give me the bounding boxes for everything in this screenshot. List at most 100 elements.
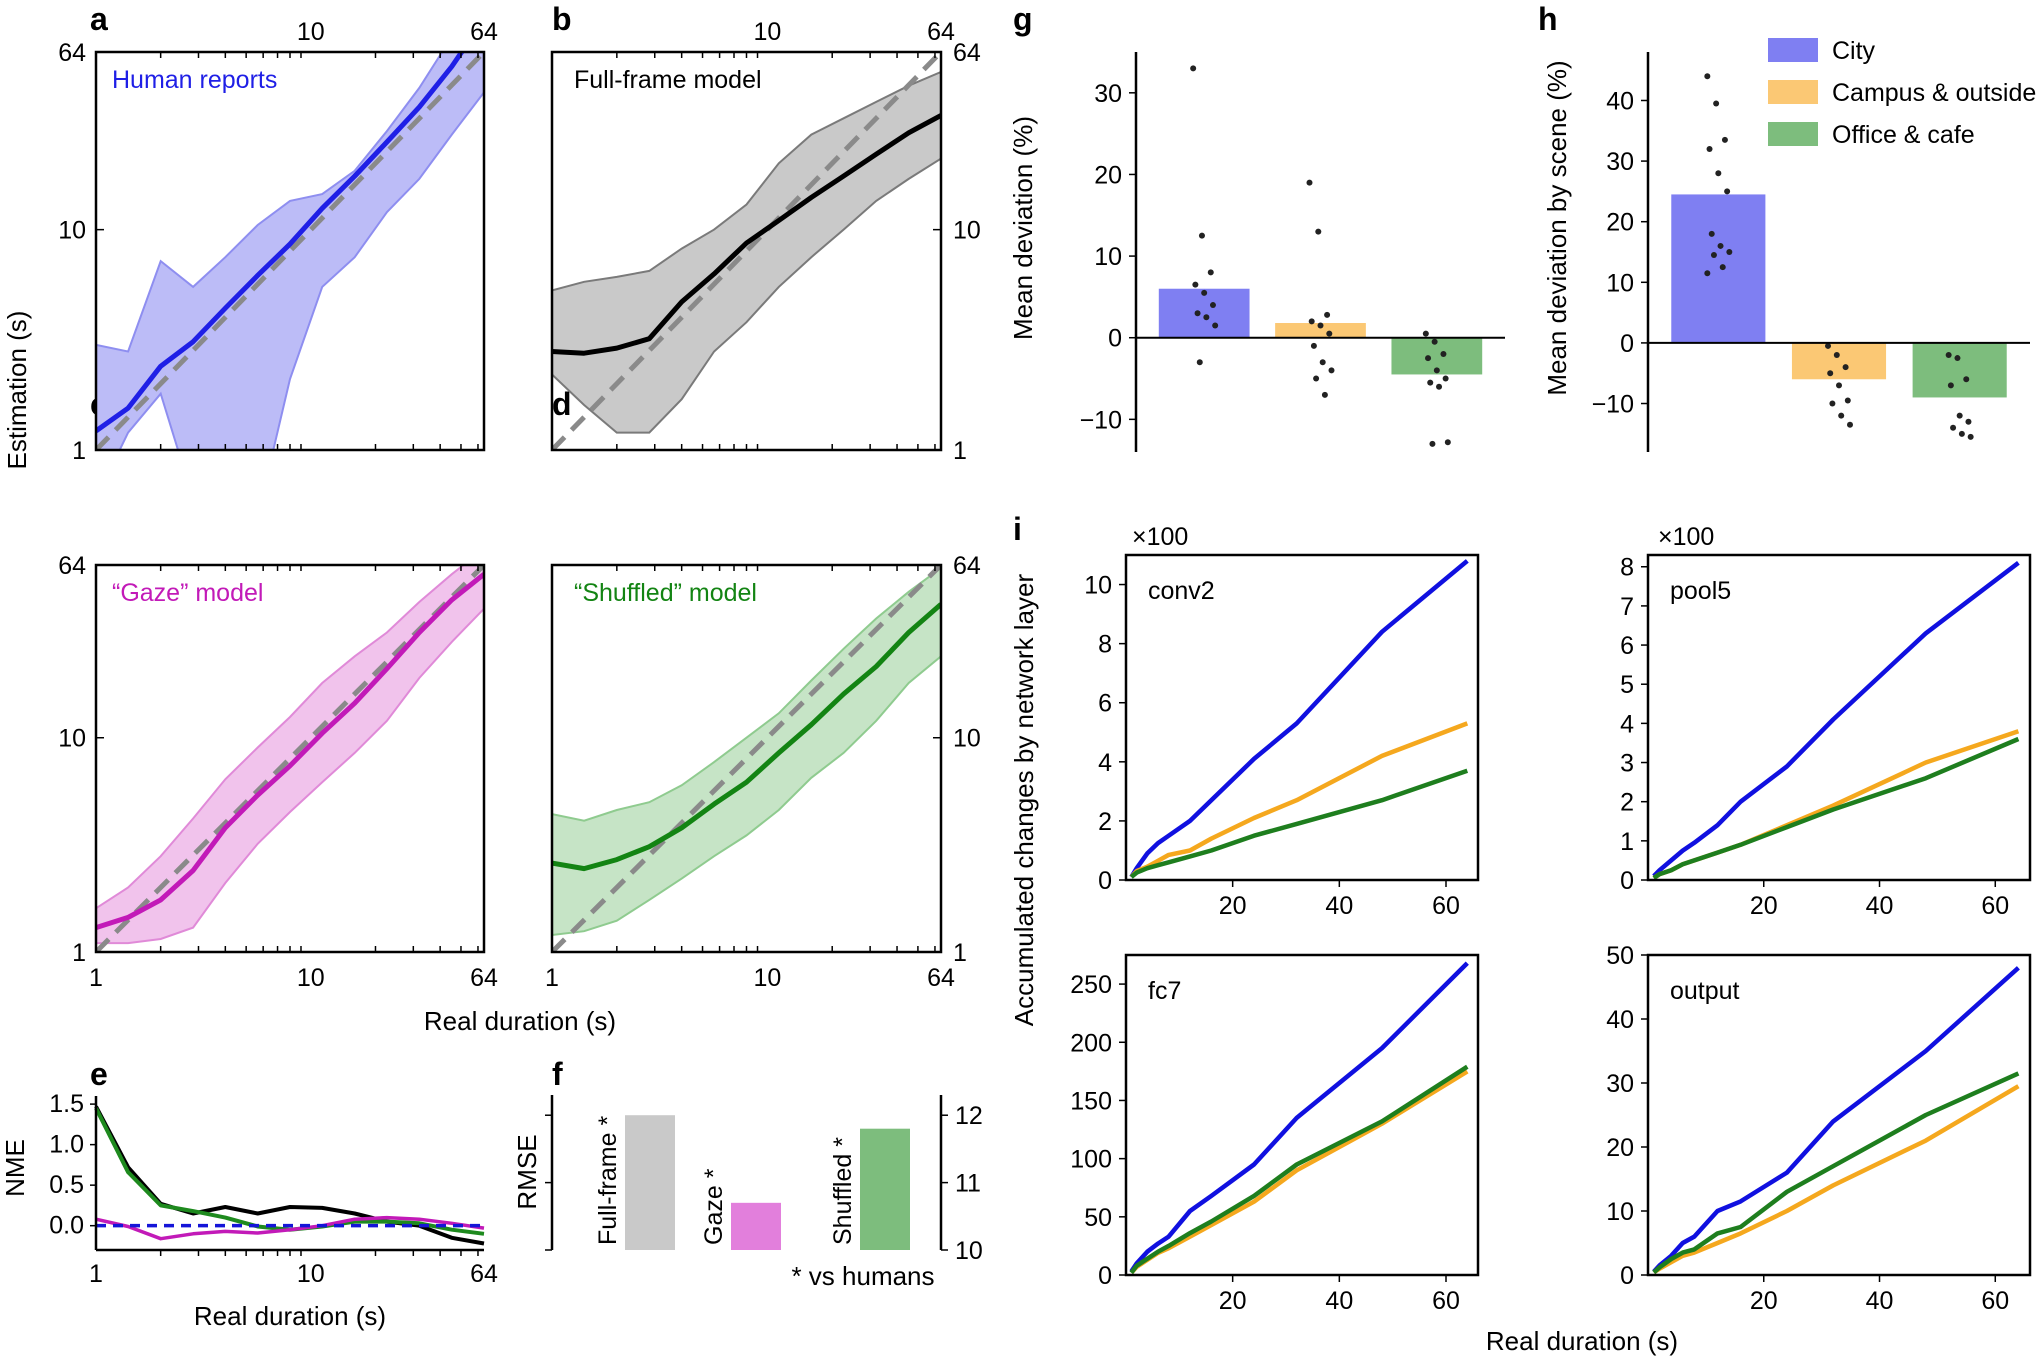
panel-i3-ytick-1: 50 bbox=[1084, 1204, 1112, 1232]
panel-f-bar-label-2: Shuffled * bbox=[829, 1137, 857, 1245]
real-duration-label-cd: Real duration (s) bbox=[424, 1006, 616, 1036]
legend-campus-swatch bbox=[1768, 80, 1818, 104]
panel-c-left-tick-2: 1 bbox=[72, 939, 86, 967]
panel-a-top-tick-1: 64 bbox=[470, 18, 498, 46]
panel-d-identity-line bbox=[552, 565, 941, 952]
panel-i4-title: output bbox=[1670, 977, 1740, 1005]
panel-e-letter: e bbox=[90, 1056, 108, 1092]
panel-g-point-1-9 bbox=[1313, 375, 1320, 382]
panel-i4-ytick-2: 20 bbox=[1606, 1134, 1634, 1162]
panel-h-ytick-1: 30 bbox=[1606, 148, 1634, 176]
panel-h-point-2-8 bbox=[1967, 433, 1974, 440]
panel-c-mean-line bbox=[96, 572, 484, 930]
panel-d: “Shuffled” model 64 10 1 1 10 64 bbox=[545, 552, 981, 992]
panel-i4-ytick-3: 30 bbox=[1606, 1070, 1634, 1098]
panel-g-point-0-8 bbox=[1212, 322, 1219, 329]
panel-d-band bbox=[552, 566, 941, 937]
panel-h-point-1-6 bbox=[1829, 400, 1836, 407]
panel-g-ytick-2: 10 bbox=[1094, 243, 1122, 271]
panel-h-point-0-8 bbox=[1726, 249, 1733, 255]
panel-c-left-tick-1: 10 bbox=[58, 725, 86, 753]
panel-i2-ytick-4: 4 bbox=[1620, 710, 1634, 738]
panel-g-point-0-1 bbox=[1198, 232, 1205, 239]
panel-i3-xtick-2: 60 bbox=[1432, 1287, 1460, 1315]
panel-g-point-0-2 bbox=[1207, 269, 1214, 276]
panel-i2-ytick-5: 5 bbox=[1620, 671, 1634, 699]
panel-d-letter: d bbox=[552, 386, 572, 422]
panel-i3-series-0 bbox=[1129, 961, 1469, 1273]
panel-g-point-0-4 bbox=[1201, 289, 1208, 296]
panel-i4-xtick-0: 20 bbox=[1750, 1287, 1778, 1315]
panel-f-bar-2 bbox=[860, 1128, 910, 1250]
panel-i4-series-1 bbox=[1652, 1084, 2020, 1275]
legend-city-swatch bbox=[1768, 38, 1818, 62]
panel-i3: fc7 0 50 100 150 200 250 20 40 60 bbox=[1070, 953, 1480, 1315]
panel-d-bottom-tick-0: 1 bbox=[545, 964, 559, 992]
panel-i2-series-2 bbox=[1652, 736, 2020, 880]
panel-i1-frame bbox=[1124, 553, 1480, 882]
panel-h-point-2-2 bbox=[1963, 376, 1970, 383]
panel-i3-ytick-2: 100 bbox=[1070, 1146, 1112, 1174]
panel-e-ytick-1: 1.0 bbox=[49, 1131, 84, 1159]
panel-g-point-1-7 bbox=[1319, 359, 1326, 366]
panel-g-ytick-1: 20 bbox=[1094, 161, 1122, 189]
panel-i2-multiplier: ×100 bbox=[1658, 523, 1714, 551]
panel-h-point-1-0 bbox=[1825, 342, 1831, 349]
panel-e-xlabel: Real duration (s) bbox=[194, 1301, 386, 1331]
panel-g-letter: g bbox=[1013, 1, 1033, 37]
legend-office-swatch bbox=[1768, 122, 1818, 146]
panel-c-bottom-tick-0: 1 bbox=[89, 964, 103, 992]
panel-i2-ytick-0: 0 bbox=[1620, 867, 1634, 895]
panel-c-bottom-tick-2: 64 bbox=[470, 964, 498, 992]
panel-i2-ytick-7: 7 bbox=[1620, 593, 1634, 621]
panel-h-bar-0 bbox=[1671, 194, 1766, 343]
panel-i1-ytick-5: 10 bbox=[1084, 572, 1112, 600]
panel-i4-series-2 bbox=[1652, 1071, 2020, 1275]
panel-a-band bbox=[96, 52, 484, 450]
panel-b-top-tick-0: 10 bbox=[753, 18, 781, 46]
panel-f-bar-0 bbox=[625, 1115, 675, 1250]
panel-h-point-1-3 bbox=[1827, 370, 1834, 377]
panel-i3-ytick-3: 150 bbox=[1070, 1087, 1112, 1115]
panel-h-point-2-6 bbox=[1950, 424, 1957, 431]
panel-g-point-2-6 bbox=[1427, 379, 1434, 386]
panel-b-right-tick-0: 64 bbox=[953, 39, 981, 67]
panel-a: Human reports 10 64 1 10 64 bbox=[58, 18, 498, 465]
panel-g-point-0-3 bbox=[1192, 281, 1199, 288]
panel-b-title: Full-frame model bbox=[574, 66, 762, 94]
panel-i1-title: conv2 bbox=[1148, 577, 1215, 605]
panel-h-bar-1 bbox=[1791, 342, 1887, 380]
panel-h: 40 30 20 10 0 −10 Mean deviation by scene (%) bbox=[1542, 52, 2030, 452]
panel-h-point-1-7 bbox=[1838, 412, 1845, 419]
panel-h-bar-2 bbox=[1912, 342, 2007, 398]
panel-h-point-1-8 bbox=[1847, 421, 1853, 428]
panel-i2-xtick-1: 40 bbox=[1866, 892, 1894, 920]
panel-e: 1.5 1.0 0.5 0.01 10 64 NME Real duration (s) bbox=[0, 1090, 498, 1331]
panel-a-letter: a bbox=[90, 1, 108, 37]
panel-i2-xtick-0: 20 bbox=[1750, 892, 1778, 920]
panel-g-point-1-2 bbox=[1324, 311, 1331, 318]
panel-h-point-1-5 bbox=[1844, 397, 1851, 404]
panel-f-letter: f bbox=[552, 1056, 563, 1092]
panel-b-identity-line bbox=[552, 52, 941, 450]
panel-i-letter: i bbox=[1013, 511, 1022, 547]
panel-i3-ytick-4: 200 bbox=[1070, 1029, 1112, 1057]
panel-h-ytick-5: −10 bbox=[1592, 391, 1634, 419]
panel-g-point-1-0 bbox=[1306, 179, 1313, 186]
panel-e-xtick-0: 1 bbox=[89, 1260, 103, 1288]
panel-i2-series-0 bbox=[1652, 561, 2020, 878]
panel-g-ytick-4: −10 bbox=[1080, 406, 1122, 434]
panel-a-identity-line bbox=[96, 52, 484, 450]
panel-g-point-1-8 bbox=[1328, 367, 1335, 374]
panel-g-point-2-7 bbox=[1436, 383, 1443, 390]
panel-c-bottom-tick-1: 10 bbox=[297, 964, 325, 992]
panel-h-point-0-1 bbox=[1713, 100, 1720, 107]
panel-i1-xtick-2: 60 bbox=[1432, 892, 1460, 920]
panel-e-ytick-2: 0.5 bbox=[49, 1171, 84, 1199]
panel-i2-title: pool5 bbox=[1670, 577, 1731, 605]
vs-humans-note: * vs humans bbox=[791, 1261, 934, 1291]
panel-i1-series-1 bbox=[1129, 721, 1469, 879]
panel-i2-frame bbox=[1646, 553, 2032, 882]
panel-g-bar-1 bbox=[1275, 323, 1366, 338]
